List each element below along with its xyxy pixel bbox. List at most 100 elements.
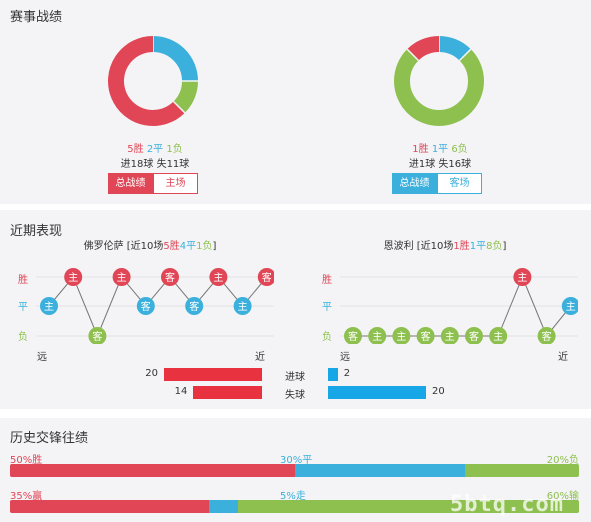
away-axis-loss: 负 — [322, 332, 332, 343]
away-donut-draw-slice — [438, 36, 471, 61]
h2h-result-loss-segment — [465, 464, 579, 477]
away-donut-separator — [406, 48, 420, 62]
home-form-point — [257, 268, 274, 286]
home-form-point-label: 主 — [238, 301, 248, 313]
away-form-line — [353, 275, 572, 337]
home-scored-value: 20 — [145, 368, 158, 379]
away-record-summary: 1胜 1平 6负 — [395, 140, 485, 155]
home-form-point-label: 主 — [117, 272, 127, 284]
home-conceded-value: 14 — [174, 386, 188, 397]
home-form-point-label: 客 — [141, 300, 151, 313]
away-form-point — [368, 327, 387, 344]
h2h-result-bar — [10, 464, 579, 477]
home-conceded-bar — [193, 386, 262, 399]
away-form-chart: 客主主客主客主主客主 — [340, 268, 578, 344]
h2h-title: 历史交锋往绩 — [10, 431, 89, 446]
home-form-line — [48, 276, 268, 338]
away-form-point — [440, 327, 459, 344]
away-donut-loss-slice — [394, 49, 484, 126]
away-form-point — [416, 327, 435, 344]
scored-label: 进球 — [285, 372, 305, 383]
away-recent-header: 恩波利 [近10场1胜1平8负] — [355, 237, 535, 252]
away-form-point-label: 客 — [421, 330, 431, 343]
h2h-win-label: 50%胜 — [10, 455, 43, 466]
home-axis-far: 远 — [37, 352, 47, 363]
home-axis-draw: 平 — [18, 302, 28, 313]
away-form-point-label: 客 — [469, 330, 479, 343]
away-form-point — [513, 268, 532, 286]
home-tab-total[interactable]: 总战绩 — [108, 173, 153, 194]
home-loss-count: 1负 — [166, 144, 183, 155]
home-donut-draw-slice — [152, 36, 198, 82]
away-form-point-label: 主 — [396, 331, 406, 343]
home-recent-loss: 1负 — [196, 241, 213, 252]
away-axis-win: 胜 — [322, 275, 332, 286]
home-form-point — [136, 297, 155, 315]
home-form-point-label: 主 — [68, 272, 78, 284]
home-form-point — [233, 297, 252, 315]
away-recent-suffix: ] — [502, 241, 507, 252]
away-form-point — [465, 327, 483, 344]
h2h-handicap-win-label: 35%赢 — [10, 491, 43, 502]
home-axis-win: 胜 — [18, 275, 28, 286]
h2h-handicap-win-segment — [10, 500, 210, 513]
away-form-point — [392, 327, 411, 344]
home-recent-suffix: ] — [212, 241, 217, 252]
home-donut-loss-slice — [173, 80, 198, 113]
away-conceded-value: 20 — [432, 386, 445, 397]
h2h-loss-label: 20%负 — [546, 455, 579, 466]
away-form-point-label: 客 — [348, 330, 358, 343]
home-team-name: 佛罗伦萨 [近10场 — [83, 241, 164, 252]
home-tab-venue[interactable]: 主场 — [153, 173, 198, 194]
h2h-result-draw-segment — [294, 464, 466, 477]
away-form-point-label: 主 — [445, 331, 455, 343]
home-form-point-label: 客 — [165, 271, 175, 284]
home-form-point — [112, 268, 131, 286]
home-record-donut — [108, 36, 198, 126]
home-donut-separator — [172, 100, 186, 114]
home-form-point-label: 主 — [44, 301, 54, 313]
home-recent-win: 5胜 — [163, 241, 180, 252]
away-axis-near: 近 — [558, 352, 568, 363]
h2h-handicap-loss-segment — [237, 500, 579, 513]
home-form-point-label: 主 — [213, 272, 223, 284]
home-goals-summary: 进18球 失11球 — [120, 159, 190, 170]
away-form-point — [561, 297, 578, 315]
h2h-handicap-loss-label: 60%输 — [546, 491, 579, 502]
home-form-point — [40, 297, 58, 315]
h2h-section: 历史交锋往绩 50%胜 30%平 20%负 35%赢 5%走 60%输 5btq… — [0, 418, 591, 522]
away-donut-separator — [458, 48, 472, 62]
home-draw-count: 2平 — [146, 144, 164, 155]
home-win-count: 5胜 — [127, 144, 144, 155]
away-goals-summary: 进1球 失16球 — [408, 159, 472, 170]
away-form-point-label: 主 — [566, 301, 576, 313]
away-form-point-label: 主 — [372, 331, 382, 343]
away-conceded-bar — [328, 386, 426, 399]
away-tab-venue[interactable]: 客场 — [437, 173, 482, 194]
away-record-donut — [394, 36, 484, 126]
home-form-point — [64, 268, 83, 286]
h2h-handicap-draw-segment — [209, 500, 238, 513]
away-recent-win: 1胜 — [453, 241, 470, 252]
away-donut-win-slice — [407, 36, 440, 61]
watermark: 5btq.com — [450, 492, 564, 517]
home-form-point — [161, 268, 179, 286]
home-form-point-label: 客 — [262, 271, 272, 284]
home-form-point-label: 客 — [189, 300, 199, 313]
away-form-point-label: 客 — [542, 330, 552, 343]
home-donut-win-slice — [108, 36, 185, 126]
record-section: 赛事战绩 5胜 2平 1负 进18球 失11球 总战绩 主场 1胜 1平 6负 … — [0, 0, 591, 204]
h2h-handicap-draw-label: 5%走 — [280, 491, 306, 502]
away-tab-total[interactable]: 总战绩 — [392, 173, 437, 194]
away-axis-draw: 平 — [322, 302, 332, 313]
away-form-point-label: 主 — [493, 331, 503, 343]
away-form-point — [344, 327, 362, 344]
away-scored-value: 2 — [343, 368, 351, 379]
home-form-point — [209, 268, 228, 286]
h2h-result-win-segment — [10, 464, 295, 477]
away-team-name: 恩波利 [近10场 — [383, 241, 454, 252]
h2h-draw-label: 30%平 — [280, 455, 313, 466]
home-recent-draw: 4平 — [179, 241, 197, 252]
home-recent-header: 佛罗伦萨 [近10场5胜4平1负] — [60, 237, 240, 252]
